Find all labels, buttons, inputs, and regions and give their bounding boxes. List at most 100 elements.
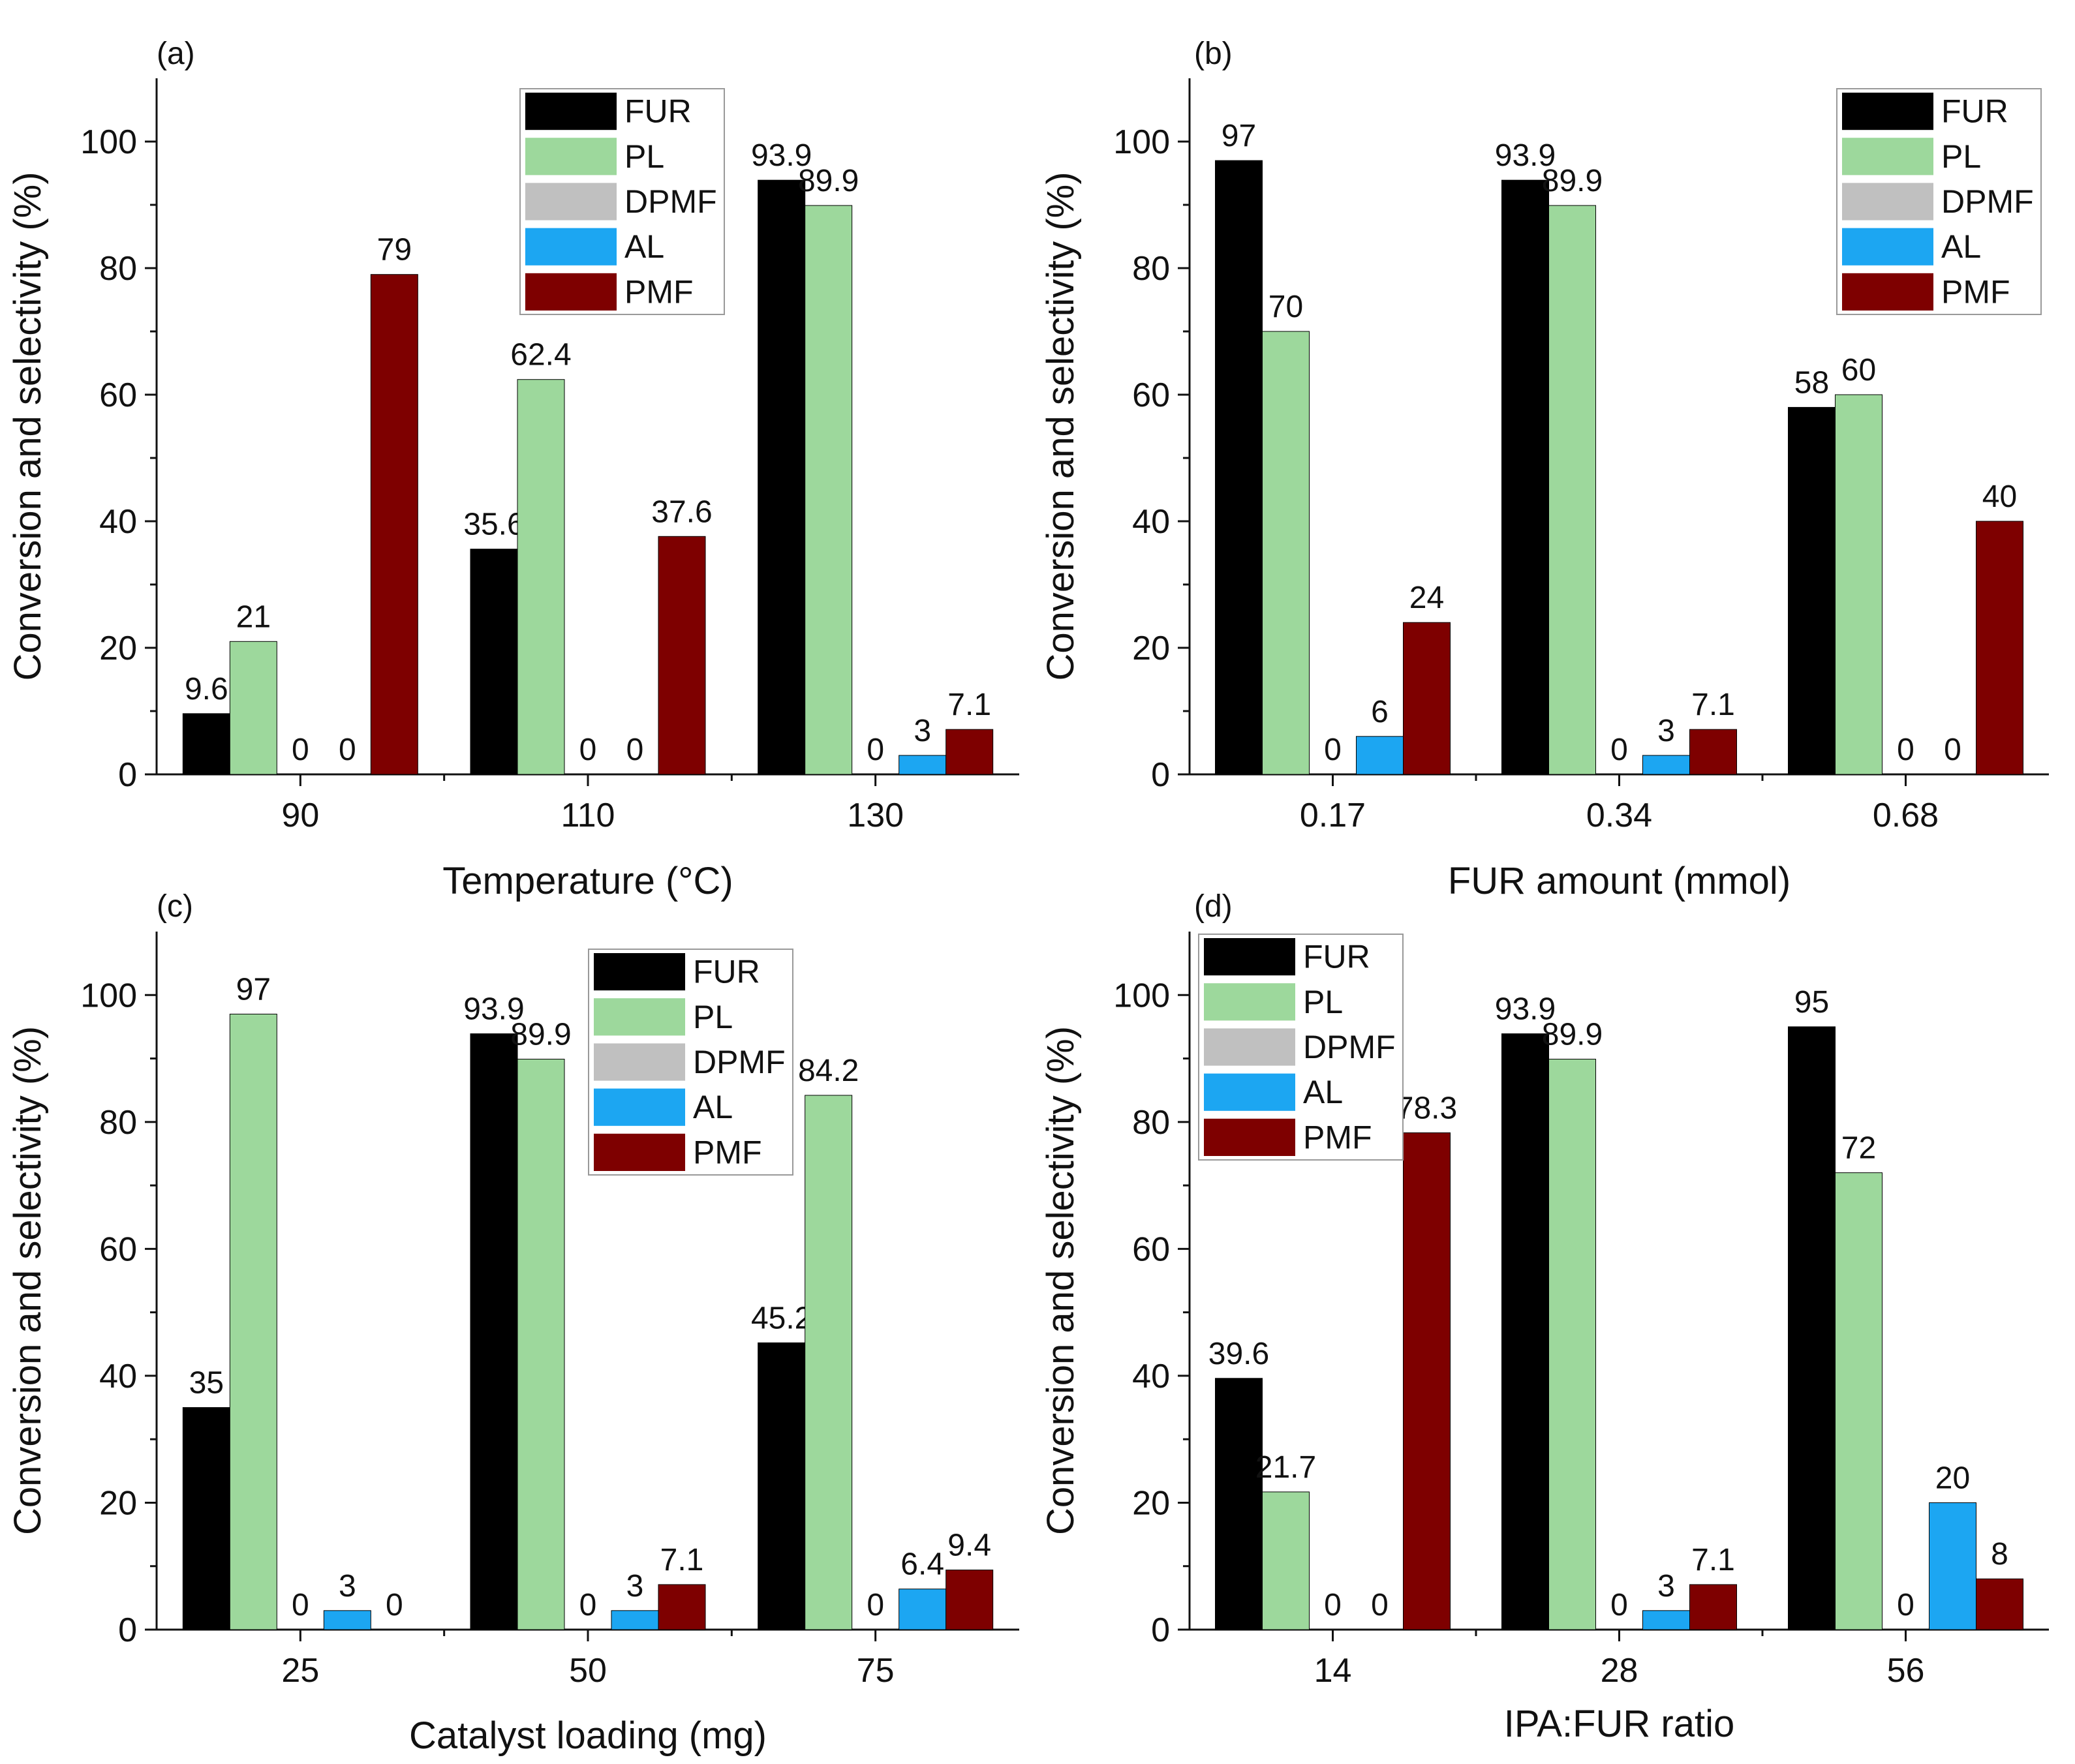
- legend-swatch-pl: [594, 998, 685, 1036]
- legend-swatch-fur: [1204, 938, 1295, 976]
- y-tick-label: 60: [99, 376, 137, 414]
- legend-label: PMF: [624, 273, 694, 310]
- data-label: 0: [1371, 1588, 1389, 1622]
- data-label: 93.9: [751, 138, 812, 173]
- legend-label: FUR: [693, 954, 760, 990]
- data-label: 37.6: [651, 494, 712, 529]
- bar-pmf: [1689, 1584, 1737, 1630]
- panel-label: (d): [1194, 889, 1233, 924]
- legend-swatch-dpmf: [1204, 1028, 1295, 1066]
- bar-fur: [1215, 1378, 1263, 1630]
- legend-swatch-dpmf: [525, 183, 617, 220]
- legend-swatch-dpmf: [1842, 183, 1933, 220]
- legend-label: DPMF: [693, 1044, 786, 1080]
- bar-pl: [1835, 1172, 1883, 1630]
- bar-pl: [1548, 205, 1596, 775]
- data-label: 78.3: [1396, 1091, 1457, 1125]
- bar-al: [899, 1589, 947, 1630]
- y-axis-title: Conversion and selectivity (%): [7, 172, 49, 680]
- bar-pmf: [1689, 729, 1737, 775]
- data-label: 0: [1324, 1588, 1342, 1622]
- data-label: 0: [1610, 1588, 1628, 1622]
- bar-al: [611, 1610, 659, 1630]
- legend-label: DPMF: [624, 183, 717, 220]
- legend-label: AL: [693, 1089, 733, 1125]
- legend-swatch-pl: [1842, 138, 1933, 175]
- data-label: 21.7: [1255, 1450, 1316, 1485]
- data-label: 0: [386, 1588, 403, 1622]
- legend-swatch-pmf: [1842, 273, 1933, 311]
- data-label: 84.2: [798, 1054, 859, 1088]
- legend-label: PMF: [1303, 1119, 1372, 1155]
- panel-label: (c): [157, 889, 193, 924]
- legend: FUR PL DPMF AL PMF: [588, 949, 793, 1176]
- data-label: 9.4: [947, 1528, 991, 1563]
- bar-pl: [1262, 331, 1310, 775]
- x-tick-label: 25: [281, 1652, 319, 1690]
- legend-swatch-al: [525, 228, 617, 266]
- data-label: 93.9: [1495, 992, 1556, 1027]
- x-axis-title: IPA:FUR ratio: [1504, 1703, 1734, 1745]
- y-tick-label: 0: [118, 756, 137, 794]
- y-tick-label: 20: [99, 630, 137, 667]
- legend: FUR PL DPMF AL PMF: [519, 88, 725, 315]
- bar-pl: [229, 641, 277, 775]
- chart-panel: 0204060801002535970305093.989.9037.17545…: [7, 889, 1019, 1757]
- data-label: 62.4: [510, 338, 571, 373]
- legend-swatch-fur: [525, 93, 617, 130]
- data-label: 0: [1944, 733, 1961, 767]
- bar-al: [1642, 755, 1690, 775]
- data-label: 3: [339, 1569, 356, 1604]
- data-label: 79: [377, 233, 412, 267]
- legend-label: PL: [693, 999, 733, 1035]
- bar-fur: [470, 1033, 518, 1630]
- bar-pmf: [945, 729, 994, 775]
- data-label: 58: [1794, 365, 1829, 400]
- data-label: 7.1: [1691, 1543, 1735, 1577]
- bar-fur: [182, 1407, 230, 1630]
- legend-label: PL: [1303, 984, 1343, 1020]
- y-tick-label: 20: [99, 1484, 137, 1522]
- y-tick-label: 0: [1151, 756, 1170, 794]
- bar-pl: [229, 1013, 277, 1630]
- bar-pmf: [945, 1570, 994, 1630]
- legend-label: DPMF: [1941, 183, 2034, 220]
- legend-swatch-al: [594, 1088, 685, 1126]
- x-tick-label: 0.68: [1873, 797, 1939, 834]
- x-tick-label: 56: [1887, 1652, 1925, 1690]
- legend-label: AL: [1941, 228, 1981, 265]
- panel-label: (b): [1194, 37, 1233, 71]
- data-label: 9.6: [185, 672, 228, 707]
- bar-al: [1929, 1502, 1976, 1630]
- x-axis-title: FUR amount (mmol): [1448, 860, 1791, 902]
- bar-pl: [517, 1059, 565, 1630]
- legend-swatch-pmf: [1204, 1118, 1295, 1156]
- legend-swatch-al: [1204, 1073, 1295, 1111]
- bar-al: [1356, 736, 1404, 775]
- data-label: 35: [189, 1366, 224, 1401]
- legend-swatch-pl: [525, 138, 617, 175]
- bar-fur: [1501, 179, 1549, 775]
- data-label: 89.9: [798, 164, 859, 198]
- y-tick-label: 100: [1113, 123, 1170, 161]
- y-tick-label: 40: [99, 1358, 137, 1395]
- bar-fur: [1788, 1026, 1836, 1630]
- y-tick-label: 40: [1132, 503, 1170, 541]
- data-label: 0: [579, 1588, 597, 1622]
- bar-fur: [182, 713, 230, 775]
- data-label: 39.6: [1208, 1337, 1269, 1371]
- data-label: 93.9: [1495, 138, 1556, 173]
- data-label: 7.1: [660, 1543, 704, 1577]
- data-label: 95: [1794, 985, 1829, 1020]
- legend-label: DPMF: [1303, 1029, 1396, 1065]
- data-label: 89.9: [1542, 1018, 1603, 1052]
- x-tick-label: 75: [857, 1652, 895, 1690]
- x-axis-title: Temperature (°C): [442, 860, 733, 902]
- data-label: 21: [236, 600, 271, 634]
- data-label: 3: [914, 714, 931, 748]
- bar-fur: [758, 1342, 806, 1630]
- legend-swatch-pmf: [525, 273, 617, 311]
- y-tick-label: 60: [1132, 1230, 1170, 1268]
- x-tick-label: 90: [281, 797, 319, 834]
- legend: FUR PL DPMF AL PMF: [1198, 934, 1404, 1161]
